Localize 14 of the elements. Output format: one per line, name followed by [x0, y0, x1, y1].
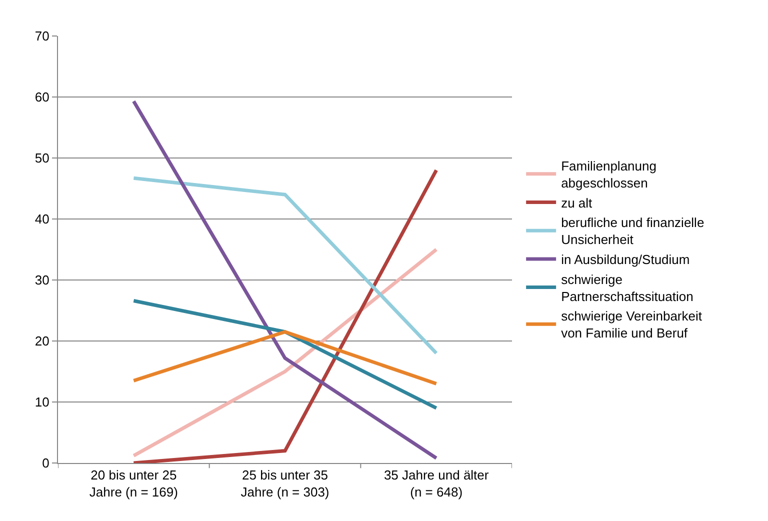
x-tick-label: 20 bis unter 25 Jahre (n = 169) [89, 468, 178, 500]
legend-label: zu alt [561, 195, 593, 210]
y-tick-label: 60 [34, 90, 50, 105]
y-tick-label: 0 [42, 456, 50, 471]
x-tick-label: 25 bis unter 35 Jahre (n = 303) [240, 468, 330, 500]
y-tick-label: 30 [34, 272, 50, 288]
y-tick-label: 40 [34, 212, 50, 227]
legend-label: schwierige Vereinbarkeit von Familie und Beruf [561, 308, 702, 341]
y-tick-label: 70 [34, 28, 50, 44]
legend-label: in Ausbildung/Studium [561, 252, 690, 268]
y-tick-label: 50 [34, 150, 50, 166]
y-tick-label: 20 [34, 334, 50, 349]
x-tick-label: 35 Jahre und älter (n = 648) [384, 468, 490, 500]
y-tick-label: 10 [34, 394, 50, 410]
